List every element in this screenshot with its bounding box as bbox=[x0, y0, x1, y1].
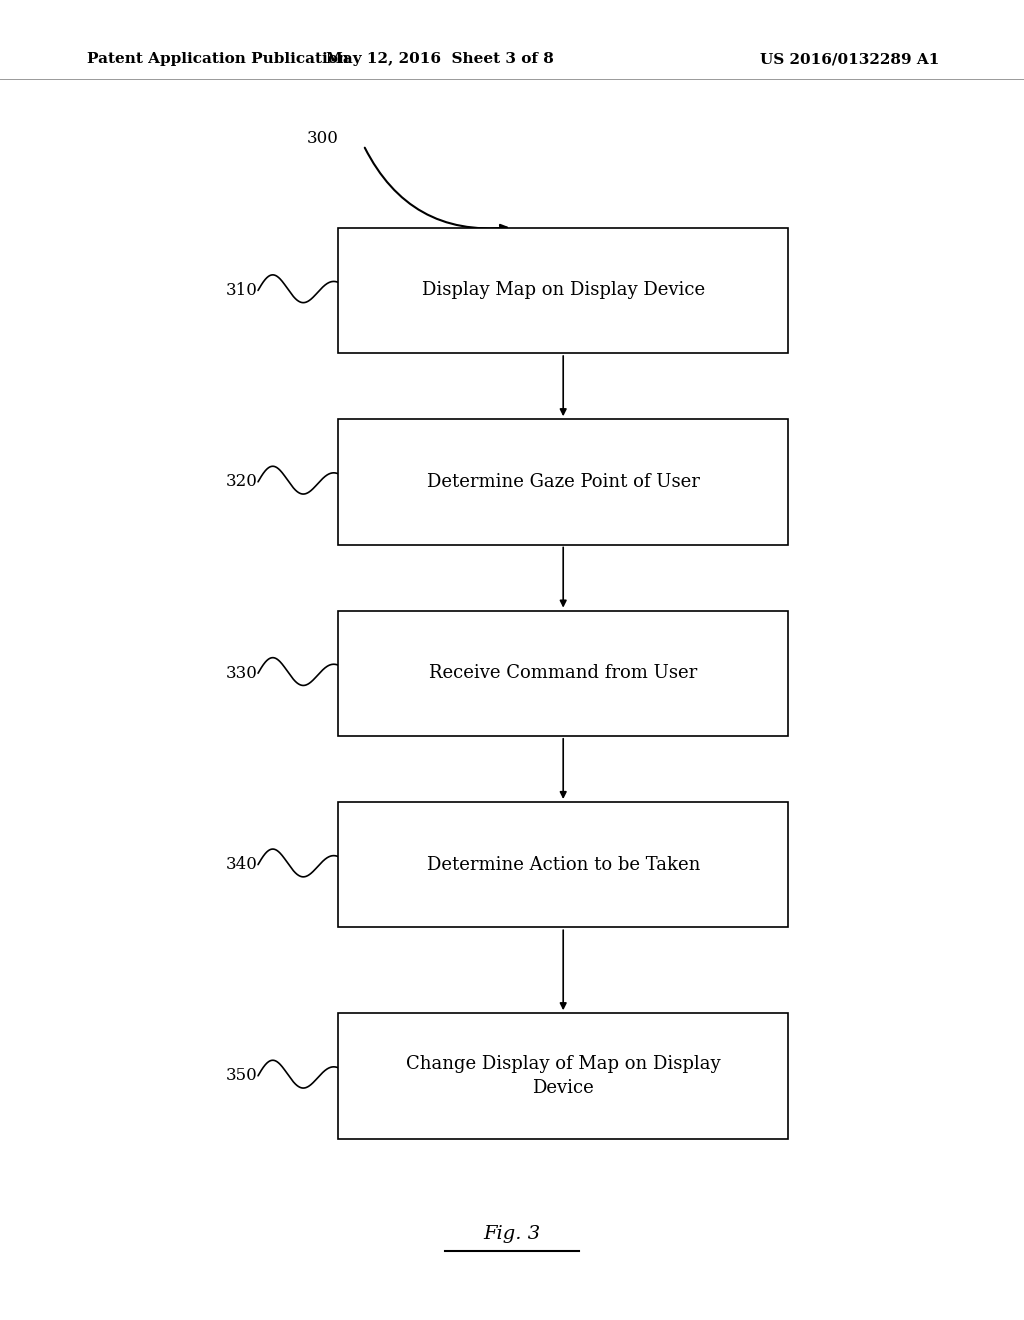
Text: Receive Command from User: Receive Command from User bbox=[429, 664, 697, 682]
Text: 340: 340 bbox=[225, 857, 257, 873]
Text: Fig. 3: Fig. 3 bbox=[483, 1225, 541, 1243]
Text: 350: 350 bbox=[225, 1068, 257, 1084]
Bar bbox=[338, 803, 788, 927]
Bar bbox=[338, 420, 788, 544]
Text: Determine Action to be Taken: Determine Action to be Taken bbox=[427, 855, 699, 874]
Text: 300: 300 bbox=[307, 131, 339, 147]
Text: 310: 310 bbox=[225, 282, 257, 298]
Text: Display Map on Display Device: Display Map on Display Device bbox=[422, 281, 705, 300]
Text: 330: 330 bbox=[225, 665, 257, 681]
Bar bbox=[338, 610, 788, 737]
Text: Change Display of Map on Display
Device: Change Display of Map on Display Device bbox=[406, 1055, 721, 1097]
Text: Patent Application Publication: Patent Application Publication bbox=[87, 53, 349, 66]
Text: Determine Gaze Point of User: Determine Gaze Point of User bbox=[427, 473, 699, 491]
Bar bbox=[338, 1014, 788, 1138]
Text: May 12, 2016  Sheet 3 of 8: May 12, 2016 Sheet 3 of 8 bbox=[327, 53, 554, 66]
Bar bbox=[338, 227, 788, 352]
Text: 320: 320 bbox=[225, 474, 257, 490]
Text: US 2016/0132289 A1: US 2016/0132289 A1 bbox=[760, 53, 940, 66]
